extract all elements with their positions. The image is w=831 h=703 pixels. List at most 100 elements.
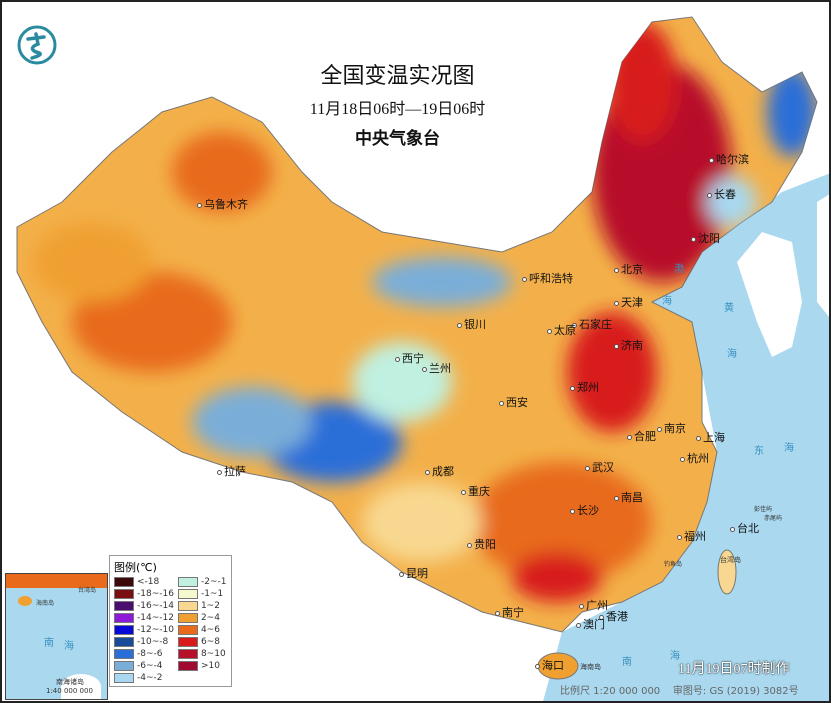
legend-label: 1~2 bbox=[200, 601, 220, 612]
legend-swatch bbox=[114, 673, 134, 684]
city-label: 台北 bbox=[730, 520, 759, 536]
legend-swatch bbox=[177, 577, 198, 588]
city-label: 南京 bbox=[657, 420, 686, 436]
legend-column: <-18 -18~-16 -16~-14 -14~-12 -12~-10 -10~-8 -8… bbox=[114, 577, 174, 684]
legend-swatch bbox=[114, 649, 134, 660]
city-label: 合肥 bbox=[627, 428, 656, 444]
city-label: 银川 bbox=[457, 316, 486, 332]
legend-item: -14~-12 bbox=[114, 613, 174, 624]
legend-item: -4~-2 bbox=[114, 673, 174, 684]
legend-swatch bbox=[114, 637, 134, 648]
legend-label: -14~-12 bbox=[137, 613, 174, 624]
sea-label: 海 bbox=[727, 349, 737, 360]
legend-label: -16~-14 bbox=[137, 601, 174, 612]
scale-and-map-number: 比例尺 1:20 000 000 审图号: GS (2019) 3082号 bbox=[560, 682, 799, 697]
legend-swatch bbox=[114, 601, 134, 612]
legend-label: <-18 bbox=[137, 577, 160, 588]
legend-item: -1~1 bbox=[177, 589, 227, 600]
inset-hainan bbox=[18, 596, 32, 606]
city-label: 成都 bbox=[425, 463, 454, 479]
cma-dragon-logo-icon bbox=[17, 25, 57, 65]
city-label: 天津 bbox=[614, 294, 643, 310]
korea-peninsula bbox=[737, 232, 802, 357]
legend-swatch bbox=[177, 625, 198, 636]
legend-title: 图例(℃) bbox=[114, 561, 157, 574]
legend-label: 4~6 bbox=[200, 625, 220, 636]
city-label: 太原 bbox=[547, 322, 576, 338]
city-label: 呼和浩特 bbox=[522, 270, 573, 286]
city-label: 长春 bbox=[707, 186, 736, 202]
legend-label: 2~4 bbox=[200, 613, 220, 624]
legend-item: -18~-16 bbox=[114, 589, 174, 600]
city-label: 北京 bbox=[614, 261, 643, 277]
city-label: 昆明 bbox=[399, 565, 428, 581]
island-label: 赤尾屿 bbox=[764, 515, 783, 522]
legend-label: -4~-2 bbox=[137, 673, 163, 684]
city-label: 郑州 bbox=[570, 379, 599, 395]
sea-label: 东 bbox=[754, 446, 764, 457]
island-label: 海南岛 bbox=[580, 663, 601, 671]
legend-item: 4~6 bbox=[177, 625, 227, 636]
city-label: 香港 bbox=[599, 608, 628, 624]
city-label: 贵阳 bbox=[467, 536, 496, 552]
legend-item: -10~-8 bbox=[114, 637, 174, 648]
legend-label: 8~10 bbox=[200, 649, 226, 660]
legend-swatch bbox=[177, 637, 198, 648]
legend-swatch bbox=[177, 601, 198, 612]
inset-islands-label: 南海诸岛 bbox=[56, 678, 84, 686]
taiwan-island bbox=[717, 549, 737, 595]
legend-item: -12~-10 bbox=[114, 625, 174, 636]
legend-label: -10~-8 bbox=[137, 637, 169, 648]
legend-swatch bbox=[114, 613, 134, 624]
city-label: 西宁 bbox=[395, 350, 424, 366]
south-china-sea-inset: 海南岛 台湾岛 南 海 南海诸岛 1:40 000 000 bbox=[5, 573, 108, 700]
city-label: 海口 bbox=[535, 657, 564, 673]
legend-item: <-18 bbox=[114, 577, 174, 588]
legend-item: 6~8 bbox=[177, 637, 227, 648]
city-label: 上海 bbox=[696, 429, 725, 445]
city-label: 重庆 bbox=[461, 483, 490, 499]
legend-label: -18~-16 bbox=[137, 589, 174, 600]
city-label: 兰州 bbox=[422, 360, 451, 376]
legend-swatch bbox=[114, 577, 134, 588]
inset-sea-label: 南 bbox=[44, 638, 54, 649]
legend-swatch bbox=[114, 625, 134, 636]
inset-mainland bbox=[6, 574, 107, 588]
city-label: 南宁 bbox=[495, 604, 524, 620]
legend-swatch bbox=[177, 589, 198, 600]
city-label: 哈尔滨 bbox=[709, 151, 749, 167]
legend-swatch bbox=[177, 613, 198, 624]
city-label: 福州 bbox=[677, 528, 706, 544]
city-label: 沈阳 bbox=[691, 230, 720, 246]
city-label: 拉萨 bbox=[217, 463, 246, 479]
city-label: 澳门 bbox=[576, 616, 605, 632]
map-issuer: 中央气象台 bbox=[355, 129, 440, 149]
legend-swatch bbox=[177, 649, 198, 660]
japan-land bbox=[817, 194, 829, 317]
legend-label: 6~8 bbox=[200, 637, 220, 648]
legend-swatch bbox=[114, 661, 134, 672]
sea-label: 海 bbox=[662, 296, 672, 307]
city-label: 西安 bbox=[499, 394, 528, 410]
legend-label: >10 bbox=[200, 661, 220, 672]
legend-item: -6~-4 bbox=[114, 661, 174, 672]
sea-label: 渤 bbox=[674, 264, 684, 275]
island-label: 钓鱼岛 bbox=[664, 561, 683, 568]
city-label: 乌鲁木齐 bbox=[197, 196, 248, 212]
sea-label: 海 bbox=[670, 651, 680, 662]
city-label: 长沙 bbox=[570, 502, 599, 518]
city-label: 武汉 bbox=[585, 459, 614, 475]
legend-item: >10 bbox=[177, 661, 227, 672]
inset-taiwan-label: 台湾岛 bbox=[78, 587, 97, 594]
legend-item: -8~-6 bbox=[114, 649, 174, 660]
city-label: 南昌 bbox=[614, 489, 643, 505]
inset-sea-label: 海 bbox=[64, 641, 74, 652]
legend-label: -8~-6 bbox=[137, 649, 163, 660]
sea-label: 南 bbox=[622, 657, 632, 668]
legend-label: -6~-4 bbox=[137, 661, 163, 672]
legend-column: -2~-1 -1~1 1~2 2~4 4~6 6~8 8~10 >10 bbox=[177, 577, 227, 684]
legend-item: 1~2 bbox=[177, 601, 227, 612]
legend-swatch bbox=[114, 589, 134, 600]
city-label: 杭州 bbox=[680, 450, 709, 466]
inset-scale: 1:40 000 000 bbox=[46, 687, 93, 695]
